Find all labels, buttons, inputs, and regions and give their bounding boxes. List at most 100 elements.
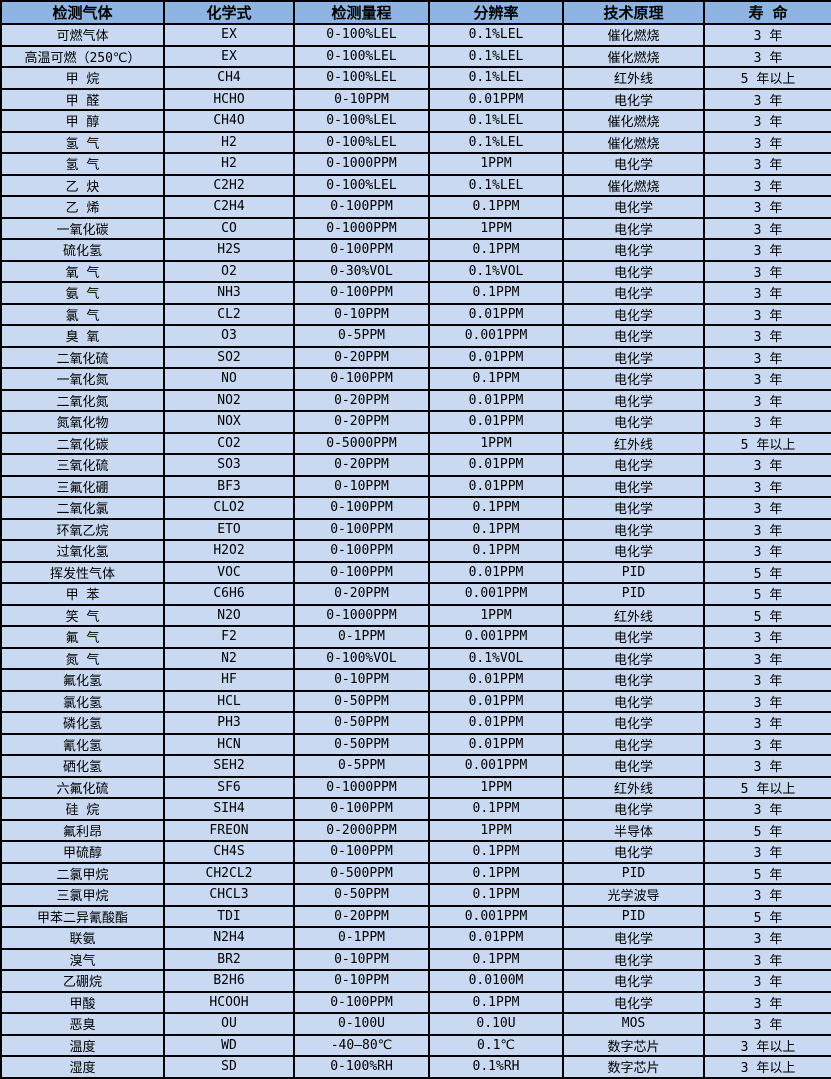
gas-cell: 甲 醛 [0, 87, 165, 111]
table-row: 二氧化氯 CLO2 0-100PPM 0.1PPM 电化学 3 年 [0, 496, 831, 520]
table-header: 检测气体 化学式 检测量程 分辨率 技术原理寿 命 [0, 0, 831, 25]
lifespan-cell: 3 年 [703, 345, 831, 369]
header-cell-gas: 检测气体 [0, 0, 165, 25]
table-row: 硅 烷 SIH4 0-100PPM 0.1PPM 电化学 3 年 [0, 797, 831, 821]
table-row: 氯 气 CL2 0-10PPM 0.01PPM 电化学 3 年 [0, 302, 831, 326]
gas-cell: 二氯甲烷 [0, 861, 165, 885]
resolution-cell: 0.1PPM [428, 539, 564, 563]
gas-cell: 恶臭 [0, 1012, 165, 1036]
table-row: 氰化氢 HCN 0-50PPM 0.01PPM 电化学 3 年 [0, 732, 831, 756]
table-row: 氨 气 NH3 0-100PPM 0.1PPM 电化学 3 年 [0, 281, 831, 305]
resolution-cell: 0.0100M [428, 969, 564, 993]
lifespan-cell: 3 年 [703, 840, 831, 864]
range-cell: 0-100%LEL [293, 130, 430, 154]
range-cell: 0-5PPM [293, 754, 430, 778]
principle-cell: MOS [562, 1012, 705, 1036]
gas-cell: 氮氧化物 [0, 410, 165, 434]
table-row: 乙 烯 C2H4 0-100PPM 0.1PPM 电化学 3 年 [0, 195, 831, 219]
range-cell: 0-100%VOL [293, 646, 430, 670]
table-row: 可燃气体 EX 0-100%LEL 0.1%LEL 催化燃烧 3 年 [0, 23, 831, 47]
resolution-cell: 0.1%RH [428, 1055, 564, 1079]
formula-cell: H2O2 [163, 539, 295, 563]
principle-cell: 电化学 [562, 969, 705, 993]
principle-cell: PID [562, 861, 705, 885]
resolution-cell: 0.1PPM [428, 861, 564, 885]
principle-cell: PID [562, 560, 705, 584]
gas-cell: 二氧化碳 [0, 431, 165, 455]
gas-cell: 氟 气 [0, 625, 165, 649]
lifespan-cell: 3 年 [703, 367, 831, 391]
principle-cell: PID [562, 904, 705, 928]
principle-cell: PID [562, 582, 705, 606]
formula-cell: BF3 [163, 474, 295, 498]
table-row: 氮氧化物 NOX 0-20PPM 0.01PPM 电化学 3 年 [0, 410, 831, 434]
gas-cell: 氟利昂 [0, 818, 165, 842]
table-row: 氧 气 O2 0-30%VOL 0.1%VOL 电化学 3 年 [0, 259, 831, 283]
resolution-cell: 0.1%LEL [428, 23, 564, 47]
resolution-cell: 0.01PPM [428, 926, 564, 950]
gas-cell: 甲 烷 [0, 66, 165, 90]
gas-cell: 高温可燃（250℃） [0, 44, 165, 68]
principle-cell: 催化燃烧 [562, 109, 705, 133]
formula-cell: SF6 [163, 775, 295, 799]
range-cell: 0-20PPM [293, 410, 430, 434]
gas-cell: 一氧化氮 [0, 367, 165, 391]
gas-cell: 挥发性气体 [0, 560, 165, 584]
table-row: 乙 炔 C2H2 0-100%LEL 0.1%LEL 催化燃烧 3 年 [0, 173, 831, 197]
lifespan-cell: 3 年 [703, 539, 831, 563]
lifespan-cell: 5 年以上 [703, 775, 831, 799]
resolution-cell: 0.10U [428, 1012, 564, 1036]
range-cell: 0-20PPM [293, 582, 430, 606]
table-row: 挥发性气体 VOC 0-100PPM 0.01PPM PID 5 年 [0, 560, 831, 584]
gas-cell: 笑 气 [0, 603, 165, 627]
principle-cell: 红外线 [562, 66, 705, 90]
lifespan-cell: 5 年 [703, 560, 831, 584]
lifespan-cell: 3 年 [703, 216, 831, 240]
table-row: 环氧乙烷 ETO 0-100PPM 0.1PPM 电化学 3 年 [0, 517, 831, 541]
range-cell: 0-100%LEL [293, 66, 430, 90]
formula-cell: SO3 [163, 453, 295, 477]
principle-cell: 电化学 [562, 990, 705, 1014]
table-row: 二氧化硫 SO2 0-20PPM 0.01PPM 电化学 3 年 [0, 345, 831, 369]
table-row: 恶臭 OU 0-100U 0.10U MOS 3 年 [0, 1012, 831, 1036]
resolution-cell: 0.1PPM [428, 195, 564, 219]
gas-cell: 三氯甲烷 [0, 883, 165, 907]
formula-cell: HCOOH [163, 990, 295, 1014]
resolution-cell: 1PPM [428, 775, 564, 799]
range-cell: 0-100%RH [293, 1055, 430, 1079]
table-row: 甲 醛 HCHO 0-10PPM 0.01PPM 电化学 3 年 [0, 87, 831, 111]
gas-cell: 一氧化碳 [0, 216, 165, 240]
resolution-cell: 0.1PPM [428, 797, 564, 821]
resolution-cell: 0.01PPM [428, 302, 564, 326]
lifespan-cell: 3 年 [703, 732, 831, 756]
range-cell: 0-50PPM [293, 689, 430, 713]
range-cell: 0-50PPM [293, 711, 430, 735]
table-row: 三氧化硫 SO3 0-20PPM 0.01PPM 电化学 3 年 [0, 453, 831, 477]
range-cell: 0-100PPM [293, 539, 430, 563]
principle-cell: 数字芯片 [562, 1055, 705, 1079]
range-cell: 0-100PPM [293, 195, 430, 219]
formula-cell: CH4O [163, 109, 295, 133]
table-row: 甲酸 HCOOH 0-100PPM 0.1PPM 电化学 3 年 [0, 990, 831, 1014]
formula-cell: NO [163, 367, 295, 391]
gas-cell: 三氧化硫 [0, 453, 165, 477]
resolution-cell: 0.1PPM [428, 238, 564, 262]
table-body: 可燃气体 EX 0-100%LEL 0.1%LEL 催化燃烧 3 年高温可燃（250℃） E… [0, 23, 831, 1079]
range-cell: 0-100PPM [293, 990, 430, 1014]
table-row: 臭 氧 O3 0-5PPM 0.001PPM 电化学 3 年 [0, 324, 831, 348]
resolution-cell: 0.01PPM [428, 87, 564, 111]
formula-cell: ETO [163, 517, 295, 541]
resolution-cell: 0.1PPM [428, 281, 564, 305]
gas-cell: 氧 气 [0, 259, 165, 283]
formula-cell: HCN [163, 732, 295, 756]
lifespan-cell: 3 年 [703, 474, 831, 498]
table-row: 三氟化硼 BF3 0-10PPM 0.01PPM 电化学 3 年 [0, 474, 831, 498]
gas-cell: 二氧化氯 [0, 496, 165, 520]
range-cell: 0-100%LEL [293, 44, 430, 68]
table-row: 一氧化氮 NO 0-100PPM 0.1PPM 电化学 3 年 [0, 367, 831, 391]
lifespan-cell: 3 年 [703, 883, 831, 907]
range-cell: 0-100%LEL [293, 23, 430, 47]
formula-cell: BR2 [163, 947, 295, 971]
principle-cell: 电化学 [562, 345, 705, 369]
